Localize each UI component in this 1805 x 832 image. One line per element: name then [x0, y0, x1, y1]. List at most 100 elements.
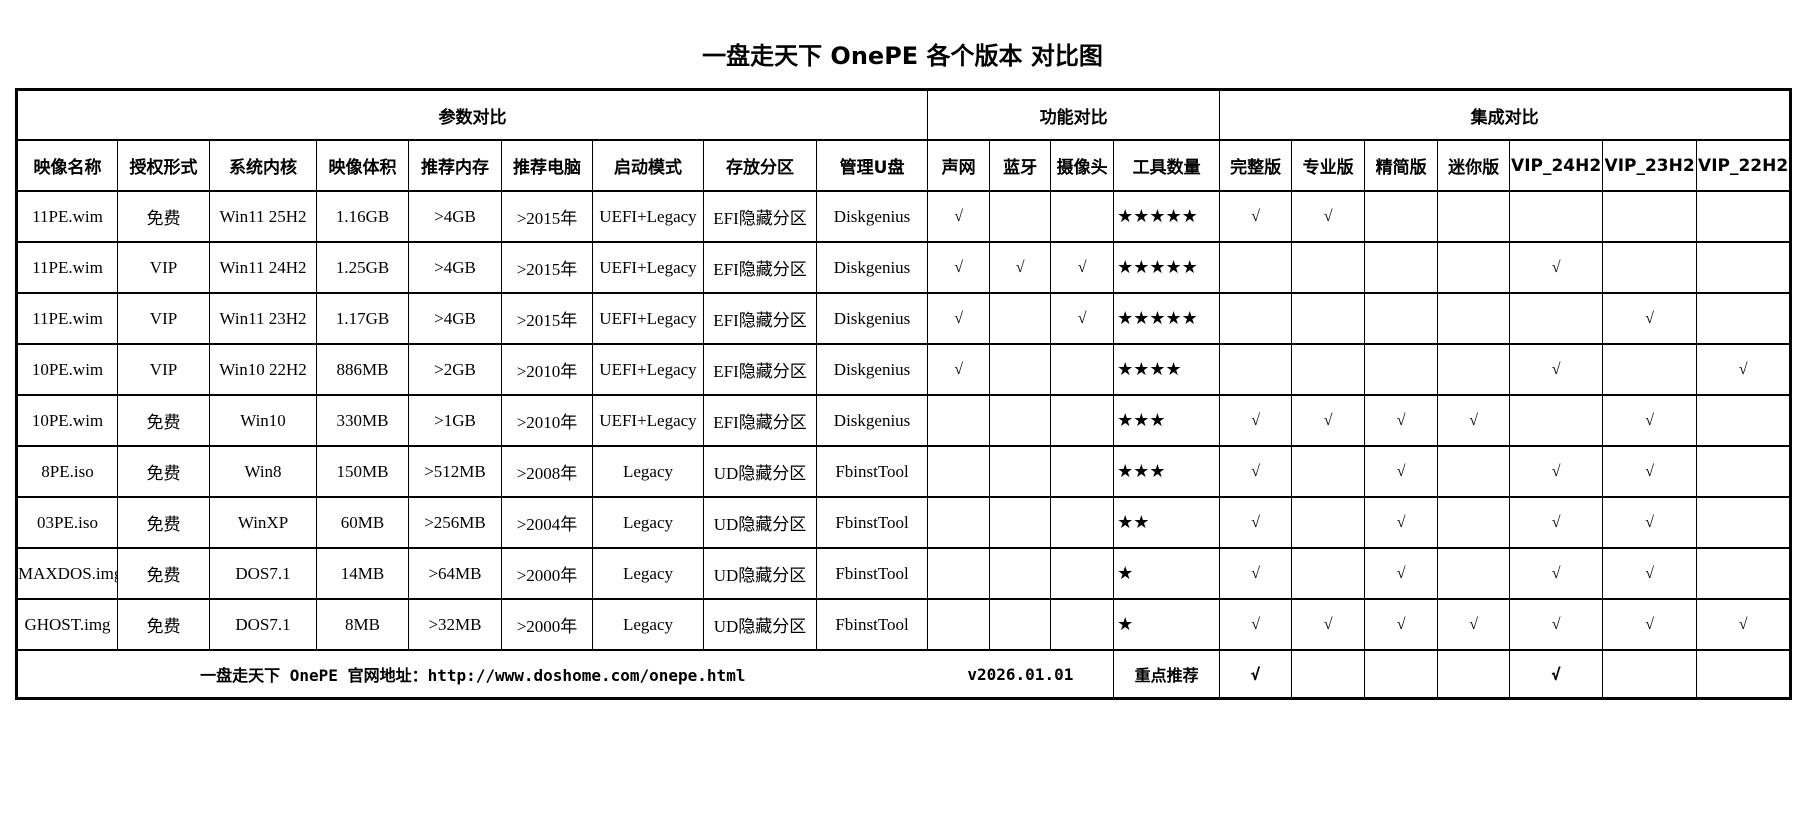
table-cell	[1602, 190, 1698, 243]
check-mark: √	[1291, 394, 1366, 447]
table-cell: Win10	[209, 394, 317, 447]
table-cell	[1509, 190, 1604, 243]
group-integration: 集成对比	[1219, 88, 1792, 141]
table-cell	[1696, 445, 1792, 498]
table-cell: Win8	[209, 445, 317, 498]
table-cell	[927, 445, 991, 498]
check-mark: √	[1602, 598, 1698, 651]
check-mark: √	[927, 241, 991, 294]
check-mark: √	[989, 241, 1052, 294]
table-cell: >2015年	[501, 190, 593, 243]
check-mark: √	[1291, 598, 1366, 651]
table-cell	[1437, 241, 1511, 294]
table-cell	[1050, 547, 1115, 600]
table-cell: DOS7.1	[209, 547, 317, 600]
column-header: 映像名称	[16, 139, 118, 192]
table-cell: >4GB	[408, 241, 502, 294]
check-mark: √	[1364, 394, 1439, 447]
column-header: VIP_22H2	[1696, 139, 1792, 192]
table-cell	[1050, 343, 1115, 396]
check-mark: √	[927, 292, 991, 345]
table-cell	[1364, 190, 1439, 243]
column-header: 完整版	[1219, 139, 1293, 192]
check-mark: √	[1602, 292, 1698, 345]
table-cell	[989, 598, 1052, 651]
check-mark: √	[1602, 445, 1698, 498]
column-header: VIP_23H2	[1602, 139, 1698, 192]
table-cell	[1219, 241, 1293, 294]
table-cell	[1219, 343, 1293, 396]
check-mark: √	[1050, 292, 1115, 345]
table-cell: FbinstTool	[815, 598, 929, 651]
table-cell: >2000年	[501, 598, 593, 651]
table-cell: >2008年	[501, 445, 593, 498]
table-cell: Diskgenius	[815, 343, 929, 396]
table-cell: EFI隐藏分区	[703, 292, 817, 345]
table-cell	[1696, 241, 1792, 294]
table-cell	[1696, 190, 1792, 243]
column-header: 管理U盘	[815, 139, 929, 192]
check-mark: √	[1602, 496, 1698, 549]
table-cell: 11PE.wim	[16, 241, 118, 294]
table-cell: FbinstTool	[815, 496, 929, 549]
column-header: 存放分区	[703, 139, 817, 192]
table-cell	[1696, 394, 1792, 447]
table-row: GHOST.img 免费 DOS7.1 8MB >32MB >2000年 Legacy UD隐…	[16, 598, 1792, 651]
comparison-table: 参数对比 功能对比 集成对比 映像名称 授权形式 系统内核 映像体积 推荐内存 推荐电脑启…	[15, 88, 1793, 700]
column-header: 迷你版	[1437, 139, 1511, 192]
table-cell	[1364, 241, 1439, 294]
table-cell	[1291, 292, 1366, 345]
table-cell: 免费	[117, 190, 210, 243]
table-cell	[989, 445, 1052, 498]
table-cell	[989, 190, 1052, 243]
check-mark: √	[1219, 598, 1293, 651]
table-cell	[1437, 292, 1511, 345]
tool-rating-stars: ★	[1113, 598, 1221, 651]
check-mark: √	[1509, 547, 1604, 600]
check-mark: √	[1696, 598, 1792, 651]
table-cell: 1.17GB	[316, 292, 409, 345]
column-header: 蓝牙	[989, 139, 1052, 192]
table-cell	[989, 292, 1052, 345]
check-mark: √	[1219, 496, 1293, 549]
check-mark: √	[1437, 394, 1511, 447]
column-header: 声网	[927, 139, 991, 192]
table-cell: 1.25GB	[316, 241, 409, 294]
table-cell: UD隐藏分区	[703, 547, 817, 600]
table-cell: >4GB	[408, 292, 502, 345]
table-cell: 10PE.wim	[16, 343, 118, 396]
table-cell: 14MB	[316, 547, 409, 600]
recommend-check-mark	[1437, 649, 1511, 700]
table-cell	[1509, 394, 1604, 447]
column-header: 系统内核	[209, 139, 317, 192]
column-header: 映像体积	[316, 139, 409, 192]
check-mark: √	[927, 343, 991, 396]
table-cell: MAXDOS.img	[16, 547, 118, 600]
check-mark: √	[1219, 190, 1293, 243]
table-cell: >2010年	[501, 343, 593, 396]
table-cell	[1291, 241, 1366, 294]
table-cell: >2010年	[501, 394, 593, 447]
tool-rating-stars: ★★★★	[1113, 343, 1221, 396]
table-cell: 免费	[117, 547, 210, 600]
table-cell: Legacy	[592, 598, 704, 651]
table-cell	[1219, 292, 1293, 345]
table-cell: EFI隐藏分区	[703, 190, 817, 243]
table-row: 10PE.wim VIP Win10 22H2 886MB >2GB >2010年 UEFI…	[16, 343, 1792, 396]
table-cell	[927, 547, 991, 600]
table-cell: >2GB	[408, 343, 502, 396]
recommend-check-mark	[1364, 649, 1439, 700]
table-cell: >64MB	[408, 547, 502, 600]
table-row: 10PE.wim 免费 Win10 330MB >1GB >2010年 UEFI+Legac…	[16, 394, 1792, 447]
table-cell: UEFI+Legacy	[592, 241, 704, 294]
table-cell: Win11 25H2	[209, 190, 317, 243]
table-row: 11PE.wim VIP Win11 24H2 1.25GB >4GB >2015年 UEF…	[16, 241, 1792, 294]
tool-rating-stars: ★★★	[1113, 445, 1221, 498]
table-cell	[1364, 292, 1439, 345]
recommend-check-mark	[1602, 649, 1698, 700]
check-mark: √	[1437, 598, 1511, 651]
check-mark: √	[1364, 445, 1439, 498]
table-cell: EFI隐藏分区	[703, 394, 817, 447]
table-cell	[989, 394, 1052, 447]
table-cell: Diskgenius	[815, 394, 929, 447]
